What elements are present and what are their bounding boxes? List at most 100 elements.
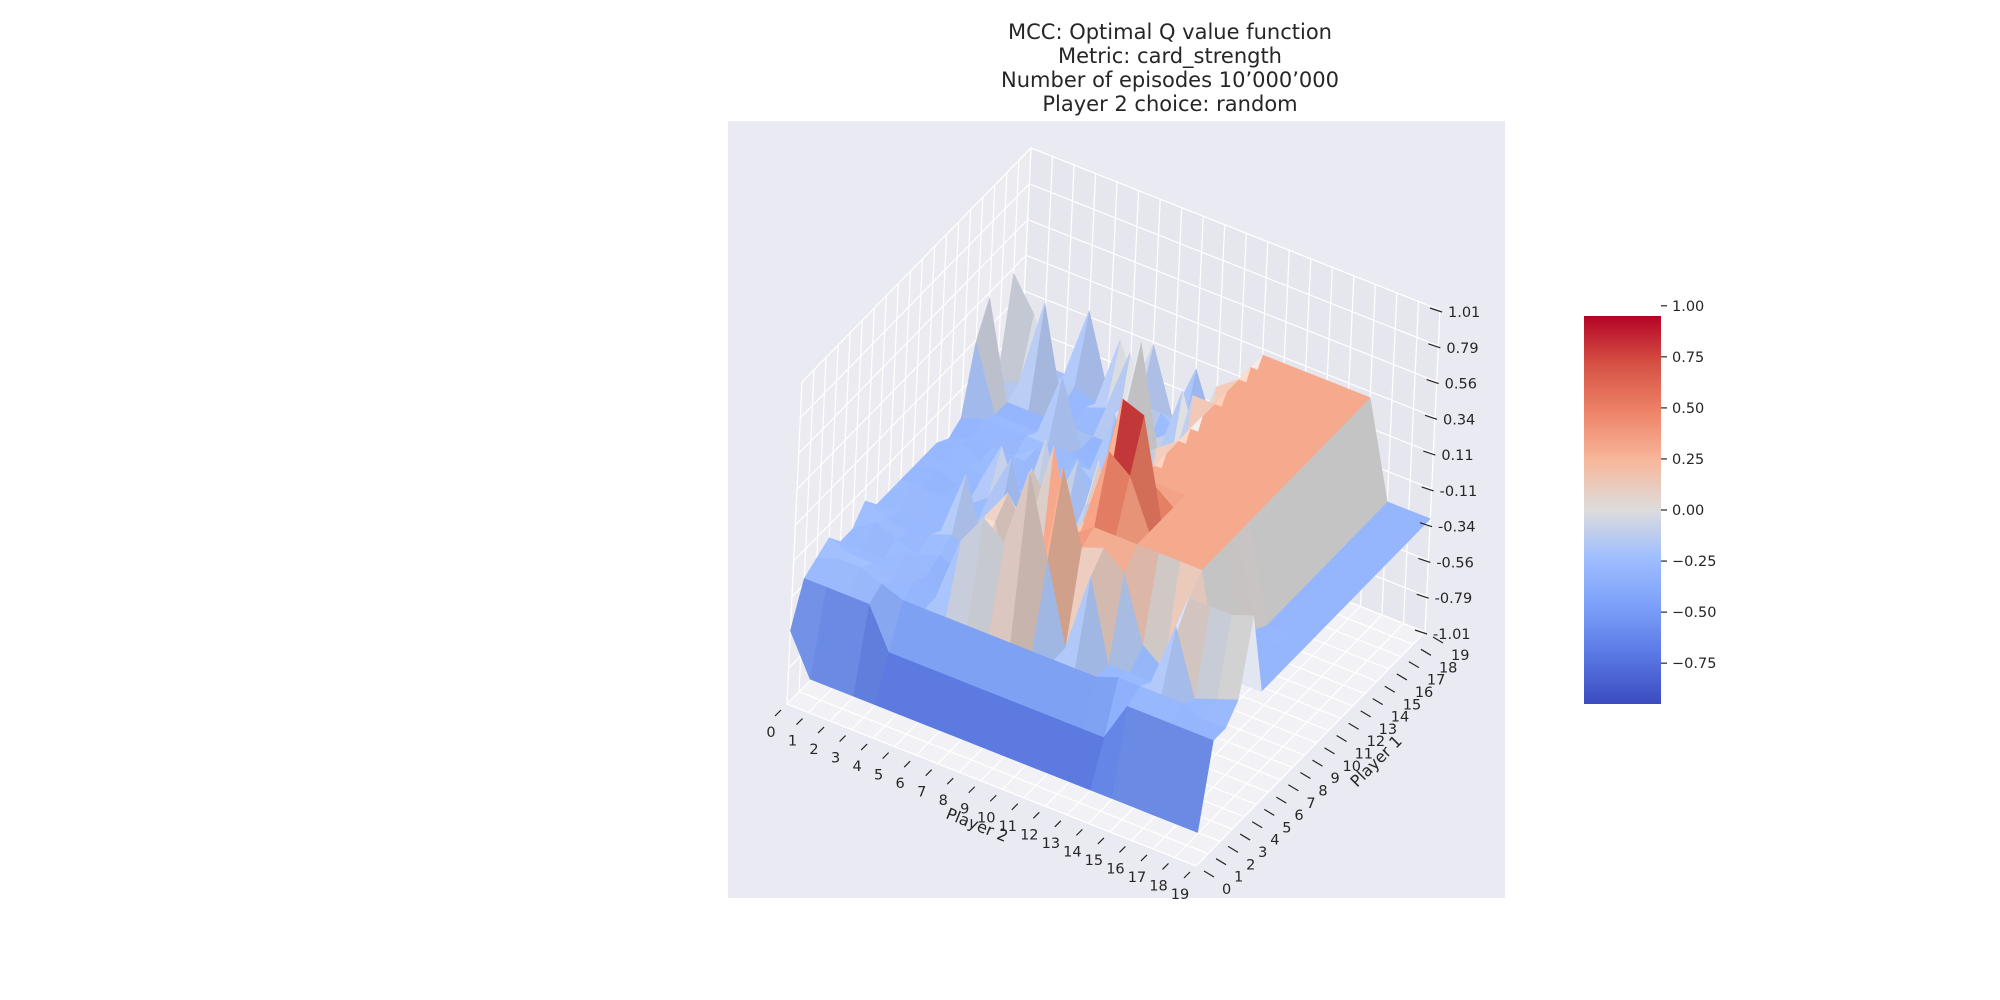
gridline xyxy=(798,691,1209,855)
y-tick xyxy=(1336,735,1347,743)
z-tick-label: 0.56 xyxy=(1445,377,1477,393)
y-tick-label: 0 xyxy=(1222,882,1231,898)
z-tick xyxy=(1423,450,1436,456)
y-tick-label: 14 xyxy=(1391,710,1409,726)
x-tick-label: 1 xyxy=(788,734,797,750)
title-line-4: Player 2 choice: random xyxy=(1042,92,1298,116)
y-tick-label: 6 xyxy=(1294,808,1303,824)
y-tick xyxy=(1312,759,1323,767)
x-tick-label: 15 xyxy=(1085,853,1103,869)
y-tick xyxy=(1420,648,1432,656)
title-line-3: Number of episodes 10’000’000 xyxy=(1001,68,1339,92)
x-tick-label: 17 xyxy=(1128,870,1146,886)
z-tick-label: -0.11 xyxy=(1440,484,1478,500)
colorbar-ticks: 1.00 0.75 0.50 0.25 0.00 −0.25 −0.50 −0.75 xyxy=(1661,299,1716,672)
z-tick xyxy=(1428,343,1441,349)
x-tick xyxy=(968,786,976,794)
title-line-2: Metric: card_strength xyxy=(1058,44,1282,68)
gridline xyxy=(801,147,1441,383)
y-tick-label: 7 xyxy=(1306,796,1315,812)
gridline xyxy=(786,703,1197,867)
x-tick-label: 12 xyxy=(1020,827,1038,843)
x-tick xyxy=(925,769,933,777)
x-tick xyxy=(882,752,890,760)
x-tick-label: 0 xyxy=(766,725,775,741)
x-tick-label: 13 xyxy=(1042,836,1060,852)
colorbar xyxy=(1584,316,1661,704)
z-tick-label: -0.34 xyxy=(1438,520,1476,536)
colorbar-tick-label: 0.50 xyxy=(1672,401,1704,417)
colorbar-tick-label: 0.75 xyxy=(1672,350,1704,366)
y-tick-label: 4 xyxy=(1270,833,1279,849)
x-tick xyxy=(1054,820,1062,828)
x-tick-label: 9 xyxy=(960,802,969,818)
y-tick xyxy=(1372,698,1384,706)
y-tick-label: 9 xyxy=(1330,771,1339,787)
y-tick xyxy=(1432,636,1444,644)
y-tick xyxy=(1360,710,1371,718)
gridline xyxy=(786,381,803,705)
z-tick-label: 0.34 xyxy=(1443,412,1475,428)
x-tick-label: 4 xyxy=(852,759,861,775)
x-tick xyxy=(817,726,825,734)
x-tick xyxy=(946,777,954,785)
colorbar-tick-label: −0.50 xyxy=(1672,605,1716,621)
x-tick xyxy=(1140,854,1148,862)
y-tick-label: 16 xyxy=(1415,685,1433,701)
z-axis: -1.01 -0.79 -0.56 -0.34 -0.11 0.11 0.34 0.56 0.7… xyxy=(1414,305,1480,643)
y-tick-label: 15 xyxy=(1403,697,1421,713)
z-tick-label: -0.56 xyxy=(1436,555,1474,571)
x-tick xyxy=(903,760,911,768)
x-tick-label: 6 xyxy=(896,776,905,792)
y-tick-label: 10 xyxy=(1343,759,1361,775)
y-tick xyxy=(1384,685,1396,693)
x-tick xyxy=(1162,863,1169,870)
y-tick xyxy=(1215,858,1227,866)
x-tick-label: 3 xyxy=(831,751,840,767)
x-tick xyxy=(1097,837,1105,845)
z-tick-label: 0.79 xyxy=(1446,341,1478,357)
chart-title: MCC: Optimal Q value function Metric: ca… xyxy=(730,20,1610,116)
x-tick xyxy=(839,735,847,743)
colorbar-tick-label: −0.25 xyxy=(1672,554,1716,570)
x-tick-label: 8 xyxy=(939,793,948,809)
z-tick-label: 1.01 xyxy=(1448,305,1480,321)
x-tick-label: 14 xyxy=(1063,844,1081,860)
x-tick-label: 7 xyxy=(917,785,926,801)
colorbar-tick-label: −0.75 xyxy=(1672,656,1716,672)
x-tick xyxy=(774,709,782,717)
y-tick xyxy=(1276,796,1287,804)
y-tick-label: 3 xyxy=(1258,845,1267,861)
y-tick-label: 11 xyxy=(1355,747,1373,763)
gridline xyxy=(796,254,1436,490)
surface-face xyxy=(790,578,827,680)
y-tick-label: 18 xyxy=(1439,660,1457,676)
y-tick xyxy=(1239,833,1251,841)
z-tick xyxy=(1418,557,1431,564)
x-tick xyxy=(796,718,803,725)
y-tick xyxy=(1300,771,1311,779)
z-tick-label: -1.01 xyxy=(1433,627,1471,643)
x-tick-label: 19 xyxy=(1171,887,1189,903)
y-tick-label: 12 xyxy=(1367,734,1385,750)
y-tick xyxy=(1408,661,1420,669)
x-tick-label: 10 xyxy=(977,810,995,826)
y-tick-label: 17 xyxy=(1427,673,1445,689)
x-tick xyxy=(1118,845,1126,853)
y-tick-label: 5 xyxy=(1282,820,1291,836)
z-tick xyxy=(1426,378,1439,385)
y-tick xyxy=(1263,808,1275,816)
z-tick xyxy=(1416,593,1429,599)
x-tick-label: 5 xyxy=(874,768,883,784)
z-tick xyxy=(1419,522,1433,528)
y-tick xyxy=(1288,784,1299,792)
colorbar-tick-label: 1.00 xyxy=(1672,299,1704,315)
y-tick-label: 2 xyxy=(1246,857,1255,873)
x-tick-label: 2 xyxy=(809,742,818,758)
x-tick xyxy=(1011,803,1019,811)
x-tick-label: 16 xyxy=(1106,861,1124,877)
x-tick xyxy=(1032,811,1040,819)
